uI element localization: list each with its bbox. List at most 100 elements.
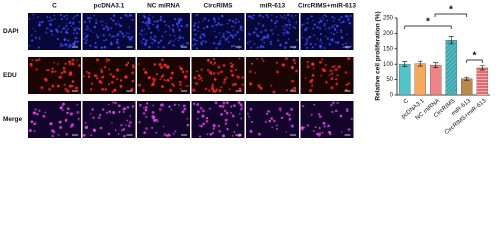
cell [283,34,285,36]
column-label: C [52,3,57,10]
cell [306,60,309,64]
cell [84,21,86,24]
cell [102,20,105,22]
cell [208,89,211,92]
cell [249,82,253,86]
cell [240,29,243,32]
cell [44,111,47,114]
cell [177,21,181,24]
cell [38,36,41,39]
cell [128,121,132,125]
cell [256,34,259,38]
cell [33,130,36,133]
cell [83,38,85,41]
cell [102,27,106,30]
cell [240,16,243,19]
cell [267,16,269,19]
cell [228,88,231,90]
cell [130,87,134,91]
cell [141,21,145,24]
cell [154,35,157,38]
cell [279,44,282,46]
cell [197,26,200,28]
cell [336,24,339,28]
cell [334,109,338,113]
cell [90,88,93,91]
cell [241,76,244,79]
cell [55,28,58,31]
cell [203,17,207,20]
cell [49,122,53,126]
cell [69,84,72,88]
cell [262,16,265,18]
cell [201,39,205,43]
cell [107,58,111,62]
cell [92,116,95,119]
cell [76,37,78,40]
cell [62,102,65,106]
cell [224,38,228,41]
cell [158,29,160,31]
cell [58,45,61,48]
cell [119,24,122,27]
cell [270,43,273,46]
cell [306,21,309,24]
cell [209,61,213,64]
cell [54,70,57,73]
cell [196,117,199,120]
cell [152,23,155,26]
cell [71,58,75,62]
cell [100,68,103,71]
cell [125,63,129,67]
cell [184,85,187,88]
cell [291,88,294,91]
cell [108,33,111,36]
cell [177,104,180,107]
cell [326,19,329,22]
cell [266,34,270,37]
cell [218,130,221,133]
cell [152,80,156,84]
cell [51,134,54,138]
cell [74,15,76,18]
cell [145,39,148,42]
cell [254,72,257,74]
cell [172,132,175,135]
cell [262,59,265,62]
cell [28,129,32,133]
cell [290,14,293,18]
error-bar [402,61,408,67]
cell [99,20,103,23]
cell [98,113,102,117]
cell [256,46,259,49]
cell [324,27,327,30]
cell [271,14,273,17]
cell [281,63,285,67]
cell [118,23,120,26]
cell [130,15,133,17]
cell [212,83,214,86]
cell [332,33,335,36]
cell [151,110,155,114]
cell [28,44,31,47]
cell [283,46,287,49]
y-axis-label: Relative cell proliferation (%) [375,11,382,100]
cell [77,117,80,120]
cell [73,41,76,44]
micrograph [300,13,354,50]
cell [279,110,282,112]
cell [331,39,334,42]
cell [231,73,235,77]
cell [294,27,297,29]
cell [213,30,216,33]
cell [147,76,151,80]
cell [83,75,85,78]
cell [84,35,88,39]
column-label: miR-613 [260,3,286,10]
cell [331,69,334,72]
cell [127,61,130,64]
cell [161,58,164,62]
cell [318,126,321,130]
cell [116,34,119,37]
cell [85,70,88,73]
